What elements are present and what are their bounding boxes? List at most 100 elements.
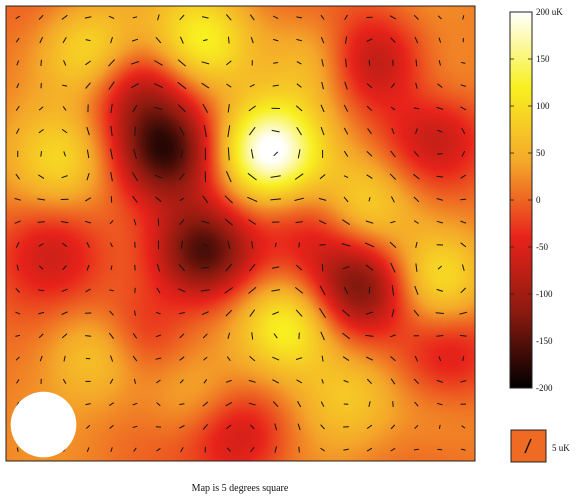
polarization-vector	[86, 126, 90, 136]
polarization-vector	[272, 401, 279, 408]
polarization-vector	[203, 356, 208, 361]
polarization-vector	[130, 83, 139, 89]
polarization-vector	[226, 447, 231, 452]
polarization-vector	[389, 173, 397, 180]
polarization-vector	[343, 127, 349, 135]
polarization-vector	[179, 36, 184, 44]
polarization-vector	[110, 447, 113, 452]
polarization-vector	[131, 38, 139, 42]
polarization-vector	[345, 58, 347, 68]
polarization-vector	[365, 356, 374, 361]
polarization-vector	[84, 220, 92, 224]
polarization-vector	[296, 61, 302, 65]
polarization-vector	[415, 82, 418, 89]
polarization-vector	[296, 83, 302, 88]
polarization-vector	[132, 425, 138, 428]
polarization-vector	[179, 356, 185, 361]
polarization-vector	[414, 355, 418, 362]
polarization-vector	[155, 334, 162, 338]
polarization-vector	[61, 175, 68, 179]
polarization-vector	[228, 36, 230, 44]
polarization-vector	[227, 332, 231, 340]
polarization-vector	[366, 38, 373, 42]
polarization-vector	[133, 447, 137, 452]
polarization-vector	[110, 355, 114, 362]
polarization-vector	[460, 106, 467, 111]
polarization-vector	[202, 243, 208, 247]
polarization-vector	[391, 309, 395, 318]
polarization-vector	[438, 60, 441, 66]
polarization-vector	[343, 150, 349, 157]
polarization-vector	[156, 447, 161, 452]
polarization-vector	[226, 83, 232, 88]
polarization-vector	[460, 242, 467, 248]
polarization-vector	[461, 264, 465, 271]
polarization-vector	[436, 379, 443, 383]
polarization-vector	[272, 15, 279, 20]
polarization-scale-key: 5 uK	[510, 429, 570, 463]
polarization-vector	[461, 62, 466, 64]
polarization-vector	[343, 379, 349, 383]
polarization-vector	[108, 59, 115, 67]
polarization-vector	[39, 355, 43, 362]
polarization-vector	[367, 128, 372, 135]
polarization-vector	[248, 219, 257, 225]
polarization-vector	[414, 424, 419, 429]
polarization-vector	[63, 151, 66, 157]
polarization-vector	[295, 264, 303, 271]
polarization-vector	[460, 448, 466, 451]
polarization-vector	[110, 148, 113, 160]
polarization-vector	[224, 287, 234, 294]
polarization-vector	[247, 196, 258, 203]
polarization-vector	[156, 312, 161, 315]
polarization-vector	[16, 83, 20, 89]
polarization-vector	[271, 129, 280, 133]
polarization-vector	[15, 311, 21, 315]
polarization-vector	[343, 104, 349, 112]
polarization-vector	[438, 424, 441, 429]
polarization-vector	[202, 423, 208, 430]
polarization-vector	[390, 334, 396, 338]
polarization-vector	[272, 266, 280, 269]
polarization-vector	[390, 150, 396, 158]
polarization-vector	[436, 106, 444, 110]
polarization-vector	[110, 172, 113, 182]
polarization-vector	[85, 39, 91, 42]
polarization-vector	[133, 378, 136, 384]
polarization-vector	[342, 332, 351, 340]
polarization-vector	[61, 311, 68, 315]
polarization-vector	[413, 14, 419, 20]
polarization-vector	[461, 128, 466, 135]
polarization-vector	[133, 148, 137, 159]
polarization-vector	[109, 289, 114, 292]
polarization-vector	[154, 106, 163, 110]
polarization-vector	[85, 335, 92, 337]
polarization-vector	[272, 379, 280, 384]
polarization-vector	[273, 62, 279, 64]
polarization-vector	[179, 333, 185, 339]
polarization-vector	[460, 380, 467, 383]
polarization-vector	[319, 285, 326, 296]
polarization-vector	[225, 309, 233, 317]
polarization-vector	[413, 309, 420, 317]
polarization-vector	[60, 221, 69, 224]
polarization-vector	[38, 106, 44, 111]
polarization-vector	[366, 151, 373, 157]
polarization-vector	[436, 220, 444, 224]
polarization-vector	[270, 175, 281, 178]
polarization-vector	[247, 172, 257, 181]
polarization-vector	[38, 311, 45, 315]
polarization-vector	[85, 288, 91, 293]
polarization-vector	[63, 60, 67, 66]
polarization-vector	[415, 128, 418, 134]
polarization-vector	[368, 60, 371, 66]
polarization-vector	[38, 174, 45, 179]
polarization-vector	[459, 334, 467, 337]
polarization-vector	[179, 219, 185, 226]
polarization-vector	[341, 243, 351, 247]
colorbar-ticks: 200 uK 150 100 50 0 -50 -100 -150 -200	[510, 7, 563, 393]
polarization-vector	[84, 197, 92, 202]
polarization-vector	[365, 311, 374, 315]
colorbar: 200 uK 150 100 50 0 -50 -100 -150 -200	[509, 7, 563, 393]
